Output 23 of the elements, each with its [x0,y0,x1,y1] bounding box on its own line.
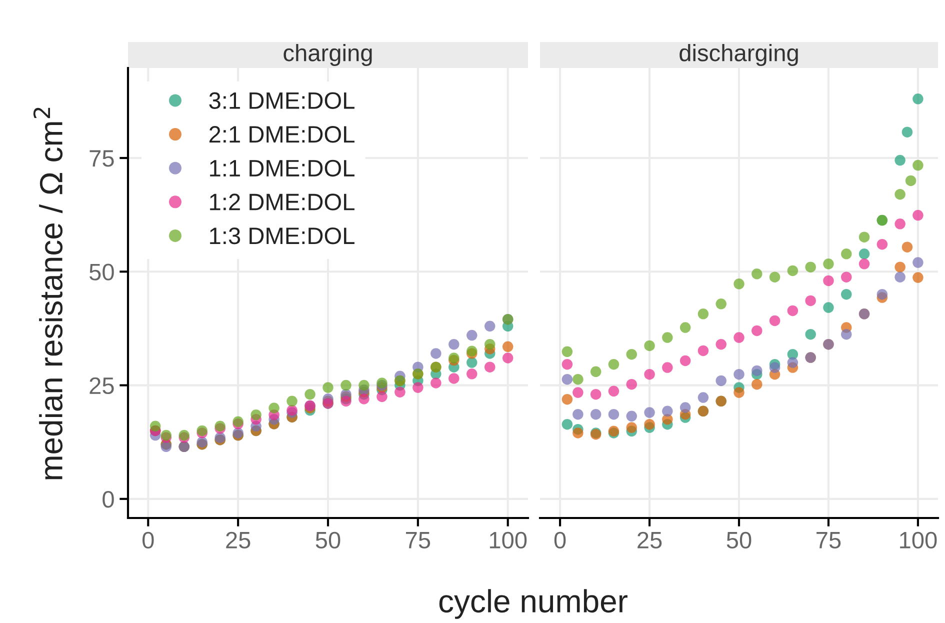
x-tick-label: 50 [316,532,340,549]
y-tick-label: 0 [102,490,114,508]
x-tick-label: 50 [726,532,752,549]
chart-title: discharging [680,44,798,66]
x-tick-label: 0 [142,532,154,549]
y-tick-label: 75 [90,150,114,167]
x-tick-label: 0 [554,532,566,549]
legend-label: 2:1 DME:DOL [209,126,354,143]
legend-label: 1:1 DME:DOL [210,160,354,177]
x-tick-label: 25 [638,532,662,549]
x-tick-label: 100 [900,532,937,549]
x-tick-label: 100 [490,532,527,549]
x-tick-label: 25 [226,532,250,549]
legend-label: 1:2 DME:DOL [210,194,354,210]
legend-label: 3:1 DME:DOL [209,92,354,109]
chart-title: charging [284,44,372,66]
y-axis-title: median resistance / Ω cm$^{2}$ [33,108,63,480]
x-tick-label: 75 [816,532,841,549]
y-tick-label: 50 [89,264,114,280]
x-tick-label: 75 [406,532,430,549]
legend-label: 1:3 DME:DOL [210,227,354,244]
y-tick-label: 25 [90,377,114,394]
x-axis-title: cycle number [439,589,628,619]
